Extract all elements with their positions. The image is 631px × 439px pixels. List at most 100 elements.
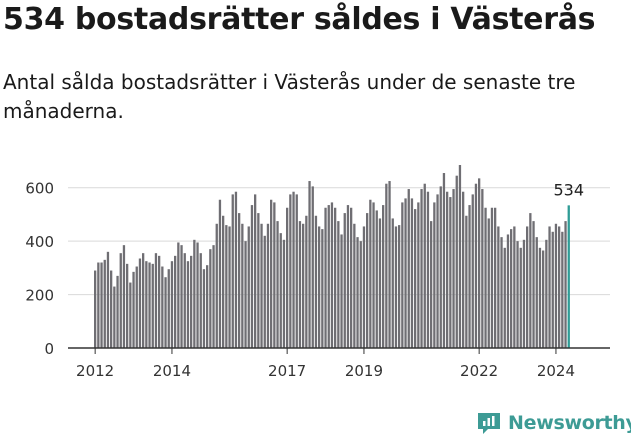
y-tick-label: 0 xyxy=(44,340,54,358)
bar xyxy=(532,221,535,348)
bar xyxy=(186,261,190,348)
bar xyxy=(238,213,241,348)
bar xyxy=(385,183,388,348)
bar xyxy=(542,250,545,348)
bar xyxy=(318,226,321,348)
bar xyxy=(350,207,353,348)
bar xyxy=(151,263,154,348)
bar xyxy=(423,183,426,348)
newsworthy-logo-icon xyxy=(478,413,500,434)
bar xyxy=(391,218,394,348)
bar xyxy=(209,249,212,348)
bar xyxy=(231,194,234,348)
bar xyxy=(218,199,222,348)
bar xyxy=(196,242,199,348)
bar xyxy=(106,251,110,348)
bar xyxy=(282,239,286,348)
bar xyxy=(295,194,298,348)
bar xyxy=(302,223,305,348)
bar xyxy=(292,191,295,348)
bar xyxy=(554,223,558,348)
bar xyxy=(407,189,410,348)
bar xyxy=(430,221,433,348)
bar xyxy=(286,207,289,348)
bar xyxy=(122,245,126,348)
bar xyxy=(206,265,209,348)
bar xyxy=(244,241,247,348)
bar xyxy=(279,233,282,348)
bar xyxy=(330,202,334,348)
bar xyxy=(97,262,100,348)
bar xyxy=(545,239,548,348)
bar xyxy=(558,226,561,348)
bar xyxy=(145,261,148,348)
bar xyxy=(490,207,494,348)
bar xyxy=(314,215,318,348)
bar xyxy=(455,175,458,348)
bar xyxy=(439,186,442,348)
bar xyxy=(340,234,343,348)
bar xyxy=(564,221,567,348)
bar xyxy=(494,207,497,348)
bar xyxy=(129,282,132,348)
x-tick-label: 2019 xyxy=(345,362,383,380)
bar xyxy=(161,266,164,348)
bar xyxy=(484,207,487,348)
bar xyxy=(417,202,420,348)
bar xyxy=(414,209,417,348)
bar xyxy=(260,223,263,348)
bar xyxy=(324,207,327,348)
bar xyxy=(164,277,167,348)
bar xyxy=(126,263,129,348)
bar xyxy=(465,215,468,348)
bar xyxy=(353,223,356,348)
bar-highlight xyxy=(567,205,570,348)
bar xyxy=(276,221,279,348)
bar xyxy=(522,239,526,348)
bar xyxy=(548,226,551,348)
bar xyxy=(257,213,260,348)
bar xyxy=(190,255,193,348)
bar xyxy=(138,258,142,348)
bar xyxy=(270,199,273,348)
bar xyxy=(551,231,554,348)
bar xyxy=(535,237,538,348)
bar xyxy=(410,198,414,348)
bar xyxy=(174,255,177,348)
bar xyxy=(420,189,423,348)
bar xyxy=(132,271,135,348)
bar xyxy=(100,262,103,348)
bar xyxy=(500,237,503,348)
bar xyxy=(513,226,516,348)
bar xyxy=(225,225,228,348)
bar xyxy=(561,231,564,348)
bar xyxy=(148,262,151,348)
newsworthy-logo-text: Newsworthy xyxy=(508,412,631,434)
bar xyxy=(158,255,161,348)
x-axis-ticks: 2012 2014 2017 2019 2022 2024 xyxy=(76,348,575,380)
bar xyxy=(180,245,183,348)
bar xyxy=(388,181,391,348)
bar xyxy=(519,247,522,348)
page-subtitle: Antal sålda bostadsrätter i Västerås und… xyxy=(3,70,576,123)
bar xyxy=(135,266,138,348)
bar xyxy=(497,226,500,348)
bar xyxy=(337,221,340,348)
bar xyxy=(183,253,186,348)
bar xyxy=(311,186,314,348)
bar xyxy=(401,202,404,348)
bar xyxy=(346,205,350,348)
bar xyxy=(119,253,122,348)
bars xyxy=(94,165,570,348)
bar xyxy=(94,270,97,348)
bar xyxy=(263,235,266,348)
bar xyxy=(458,165,462,348)
bar xyxy=(369,199,372,348)
bar xyxy=(433,202,436,348)
bar xyxy=(177,242,180,348)
bar xyxy=(334,207,337,348)
bar xyxy=(199,253,202,348)
bar xyxy=(366,213,369,348)
bar xyxy=(468,205,471,348)
bar xyxy=(250,205,254,348)
